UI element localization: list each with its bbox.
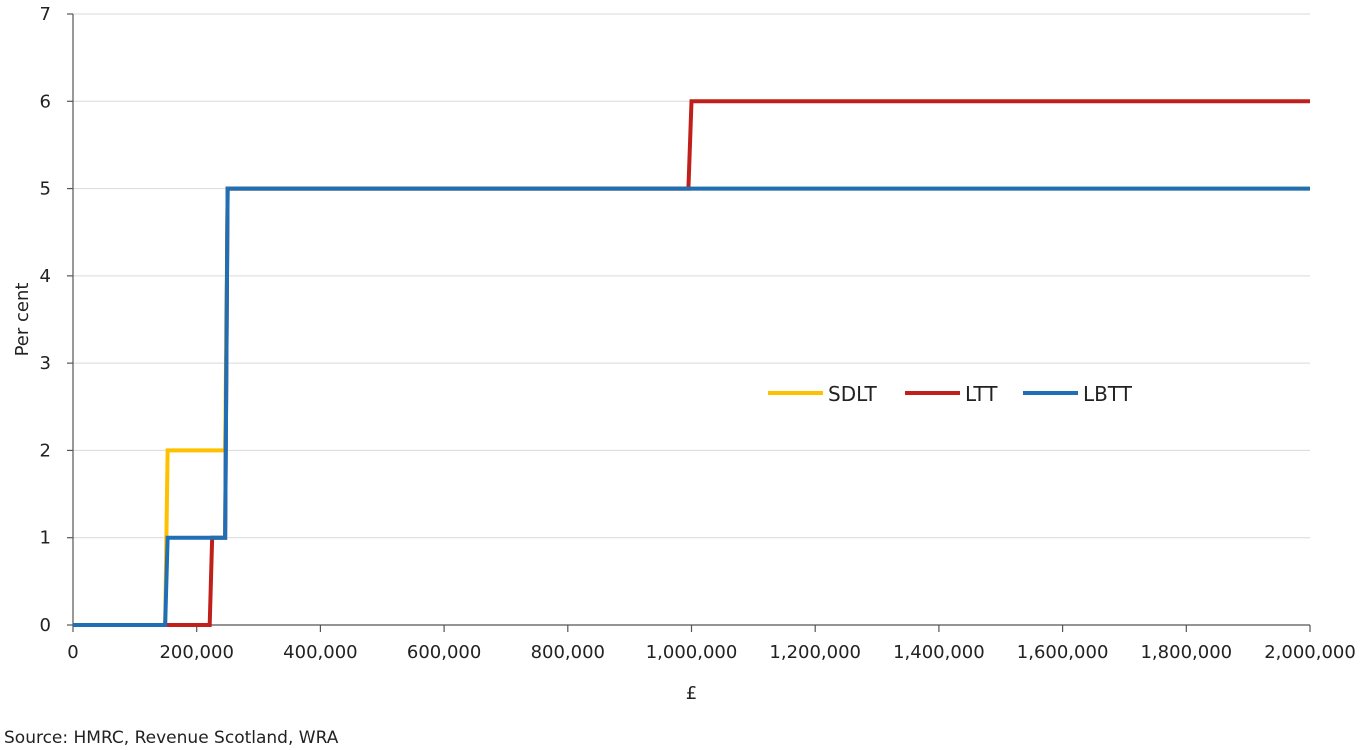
x-tick-label: 600,000	[407, 642, 481, 663]
legend-label: SDLT	[828, 382, 877, 406]
series-layer	[73, 99, 1310, 627]
legend-label: LTT	[965, 382, 998, 406]
y-axis-title: Per cent	[12, 283, 33, 357]
x-tick-label: 1,800,000	[1140, 642, 1232, 663]
x-axis-ticks: 0 200,000 400,000 600,000 800,000 1,000,000 1,…	[67, 625, 1356, 663]
x-tick-label: 1,400,000	[893, 642, 985, 663]
y-tick-label: 5	[40, 179, 51, 200]
y-tick-label: 2	[40, 440, 51, 461]
series-line-sdlt	[73, 186, 1310, 627]
x-tick-label: 400,000	[283, 642, 357, 663]
y-tick-label: 0	[40, 615, 51, 636]
y-tick-label: 1	[40, 528, 51, 549]
legend-label: LBTT	[1083, 382, 1133, 406]
x-tick-label: 800,000	[531, 642, 605, 663]
legend: SDLT LTT LBTT	[768, 382, 1133, 406]
x-axis-title: £	[686, 683, 697, 704]
y-tick-label: 6	[40, 91, 51, 112]
legend-item-ltt: LTT	[905, 382, 998, 406]
y-axis-ticks: 0 1 2 3 4 5 6 7	[40, 4, 73, 636]
legend-item-lbtt: LBTT	[1023, 382, 1133, 406]
legend-item-sdlt: SDLT	[768, 382, 877, 406]
x-tick-label: 1,600,000	[1017, 642, 1109, 663]
y-tick-label: 3	[40, 353, 51, 374]
y-tick-label: 7	[40, 4, 51, 25]
gridlines	[73, 13, 1310, 539]
x-tick-label: 1,200,000	[769, 642, 861, 663]
y-tick-label: 4	[40, 266, 51, 287]
x-tick-label: 1,000,000	[646, 642, 738, 663]
x-tick-label: 200,000	[159, 642, 233, 663]
series-line-lbtt	[73, 186, 1310, 627]
source-note: Source: HMRC, Revenue Scotland, WRA	[4, 728, 339, 748]
x-tick-label: 2,000,000	[1264, 642, 1356, 663]
x-tick-label: 0	[67, 642, 78, 663]
